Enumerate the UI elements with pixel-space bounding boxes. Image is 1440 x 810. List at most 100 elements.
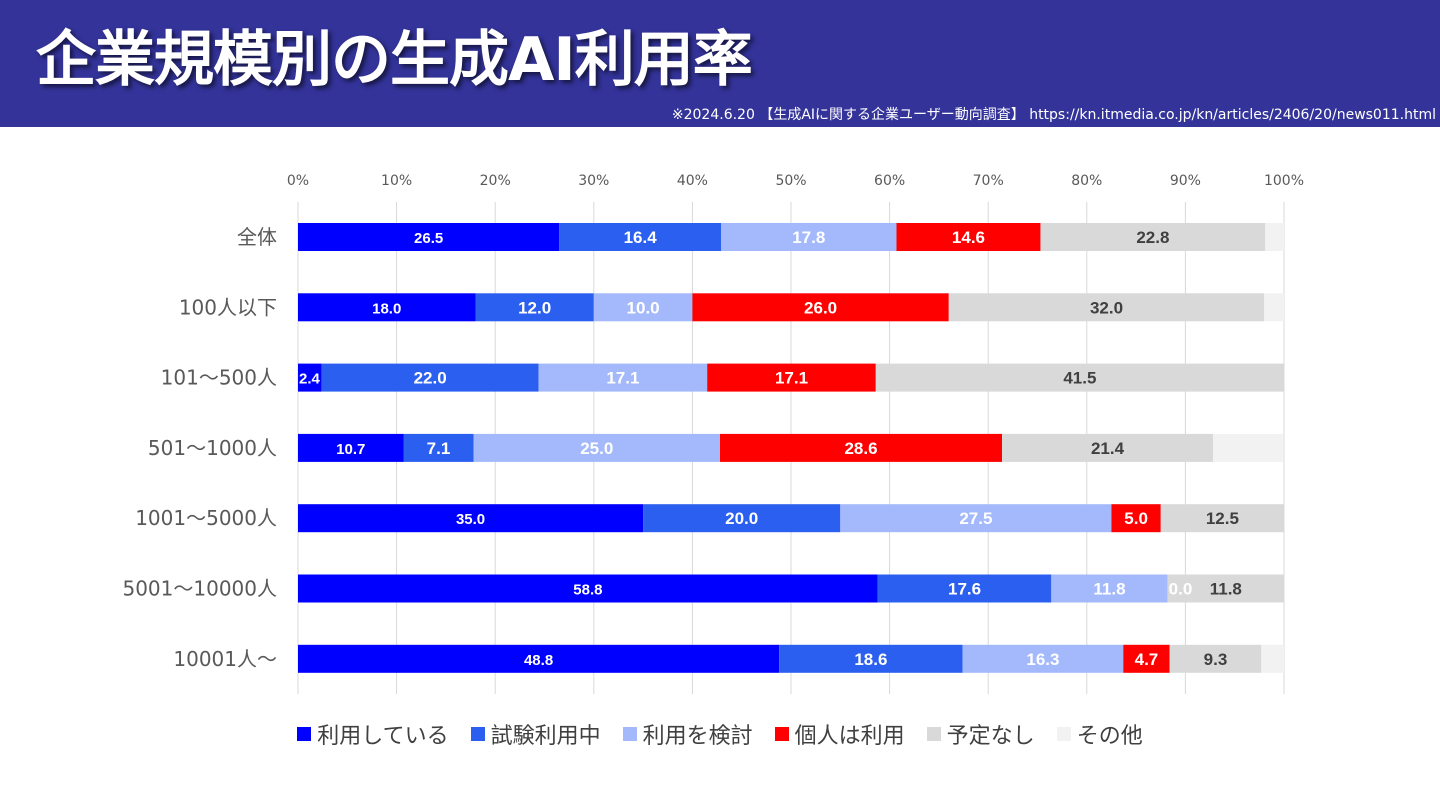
data-label: 21.4 — [1091, 439, 1125, 458]
data-label: 12.5 — [1206, 509, 1239, 528]
bar-segment — [473, 433, 721, 462]
data-label: 11.8 — [1210, 580, 1242, 599]
data-label: 18.0 — [372, 300, 401, 317]
bar-segment — [1264, 293, 1284, 322]
bars — [298, 223, 1284, 673]
bar-segment — [896, 223, 1041, 251]
legend-swatch — [297, 727, 312, 741]
data-label: 28.6 — [844, 439, 877, 458]
bar-segment — [1213, 433, 1284, 462]
legend-item: 予定なし — [926, 718, 1035, 750]
data-label: 17.6 — [948, 580, 981, 599]
legend-swatch — [470, 727, 485, 741]
legend-item: 利用している — [297, 718, 449, 750]
data-label: 16.4 — [624, 228, 658, 247]
legend-swatch — [622, 727, 637, 741]
category-label: 全体 — [237, 225, 277, 249]
x-tick-label: 20% — [480, 173, 511, 189]
legend-label: 予定なし — [946, 724, 1035, 749]
x-tick-label: 70% — [973, 173, 1004, 189]
bar-segment — [1051, 574, 1168, 603]
legend-item: その他 — [1056, 718, 1143, 750]
bar-segment — [643, 504, 841, 533]
bar-segment — [1167, 574, 1284, 603]
data-label: 58.8 — [573, 582, 602, 599]
legend-label: 利用している — [317, 724, 449, 749]
data-label: 16.3 — [1026, 650, 1059, 669]
legend-swatch — [774, 727, 789, 741]
legend-label: 利用を検討 — [642, 724, 753, 749]
bar-segment — [720, 433, 1003, 462]
data-label: 2.4 — [299, 371, 321, 388]
data-label: 17.1 — [775, 369, 808, 388]
x-axis-ticks: 0% 10% 20% 30% 40% 50% 60% 70% 80% 90% 100% — [287, 173, 1304, 189]
bar-segment — [1169, 644, 1262, 673]
x-tick-label: 100% — [1264, 173, 1304, 189]
data-label: 26.5 — [414, 230, 443, 247]
bar-segment — [475, 293, 594, 322]
bar-segment — [948, 293, 1265, 322]
bar-segment — [298, 363, 322, 392]
data-label: 27.5 — [959, 509, 992, 528]
category-label: 10001人〜 — [173, 647, 277, 671]
data-label: 17.8 — [792, 228, 825, 247]
header-banner: 企業規模別の生成AI利用率 ※2024.6.20 【生成AIに関する企業ユーザー… — [0, 0, 1440, 127]
legend-label: その他 — [1076, 724, 1143, 749]
x-tick-label: 50% — [775, 173, 806, 189]
bar-segment — [1002, 433, 1214, 462]
bar-segment — [840, 504, 1112, 533]
bar-segment — [593, 293, 693, 322]
x-tick-label: 60% — [874, 173, 905, 189]
x-tick-label: 80% — [1071, 173, 1102, 189]
bar-segment — [298, 574, 878, 603]
data-label: 5.0 — [1124, 509, 1148, 528]
bar-segment — [298, 293, 476, 322]
data-label: 22.8 — [1136, 228, 1169, 247]
legend-label: 個人は利用 — [794, 724, 905, 749]
data-label: 18.6 — [854, 650, 887, 669]
bar-segment — [1111, 504, 1161, 533]
bar-segment — [720, 223, 897, 251]
data-label: 9.3 — [1204, 650, 1228, 669]
bar-segment — [962, 644, 1124, 673]
bar-segment — [298, 433, 404, 462]
bar-segment — [1265, 223, 1284, 251]
bar-segment — [1261, 644, 1284, 673]
category-label: 1001〜5000人 — [135, 506, 277, 530]
source-citation: ※2024.6.20 【生成AIに関する企業ユーザー動向調査】 https://… — [671, 107, 1436, 123]
data-label: 10.0 — [627, 298, 660, 317]
bar-segment — [559, 223, 721, 251]
legend-item: 個人は利用 — [774, 718, 905, 750]
data-label: 22.0 — [414, 369, 447, 388]
x-tick-label: 0% — [287, 173, 309, 189]
bar-segment — [538, 363, 708, 392]
x-tick-label: 90% — [1170, 173, 1201, 189]
bar-segment — [707, 363, 876, 392]
legend-swatch — [926, 727, 941, 741]
x-tick-label: 30% — [578, 173, 609, 189]
y-axis-categories: 全体 100人以下 101〜500人 501〜1000人 1001〜5000人 5001〜… — [122, 225, 277, 671]
page-title: 企業規模別の生成AI利用率 — [36, 25, 753, 95]
data-label: 7.1 — [427, 439, 451, 458]
data-label: 12.0 — [518, 298, 551, 317]
data-label: 4.7 — [1135, 650, 1159, 669]
data-label: 41.5 — [1063, 369, 1096, 388]
stacked-bar-chart: 0% 10% 20% 30% 40% 50% 60% 70% 80% 90% 100% 全体 100人… — [122, 173, 1304, 694]
bar-segment — [298, 644, 780, 673]
category-label: 501〜1000人 — [148, 436, 277, 460]
data-label: 20.0 — [725, 509, 758, 528]
category-label: 101〜500人 — [161, 366, 277, 390]
category-label: 5001〜10000人 — [122, 577, 277, 601]
data-label: 26.0 — [804, 298, 837, 317]
data-labels: 26.5 16.4 17.8 14.6 22.8 18.0 12.0 10.0 26.0 32.0… — [299, 228, 1242, 669]
category-label: 100人以下 — [179, 295, 277, 319]
bar-segment — [1160, 504, 1284, 533]
data-label: 14.6 — [952, 228, 985, 247]
data-label: 10.7 — [336, 441, 365, 458]
data-label: 48.8 — [524, 652, 553, 669]
data-label: 25.0 — [580, 439, 613, 458]
bar-segment — [298, 504, 644, 533]
x-tick-label: 10% — [381, 173, 412, 189]
data-label: 32.0 — [1090, 298, 1123, 317]
chart-legend: 利用している 試験利用中 利用を検討 個人は利用 予定なし その他 — [0, 718, 1440, 750]
